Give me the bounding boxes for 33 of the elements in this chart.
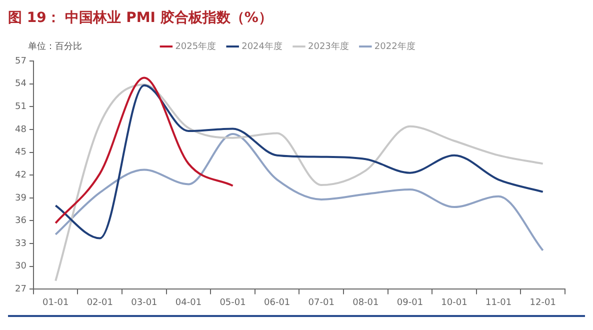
x-tick-label: 06-01 <box>264 298 290 308</box>
y-tick-label: 27 <box>15 284 26 295</box>
chart-title: 图 19： 中国林业 PMI 胶合板指数（%） <box>8 9 274 28</box>
x-tick-label: 03-01 <box>131 298 158 308</box>
x-tick-label: 05-01 <box>220 298 246 308</box>
legend-label: 2023年度 <box>308 40 349 52</box>
line-series <box>54 84 544 282</box>
x-tick-label: 12-01 <box>530 298 556 308</box>
y-tick-label: 45 <box>15 148 26 158</box>
legend-label: 2025年度 <box>175 40 216 52</box>
x-tick-label: 10-01 <box>441 298 468 308</box>
x-tick-label: 11-01 <box>485 298 512 308</box>
y-tick-label: 54 <box>15 79 27 90</box>
y-tick-label: 30 <box>15 262 27 272</box>
line-series <box>54 84 544 240</box>
legend-label: 2024年度 <box>242 40 282 52</box>
y-tick-label: 51 <box>15 102 26 112</box>
y-tick-label: 33 <box>15 238 26 249</box>
y-tick-label: 57 <box>15 56 26 66</box>
text: 单位：百分比 <box>28 40 82 52</box>
y-tick-label: 42 <box>15 170 26 180</box>
x-tick-label: 04-01 <box>175 298 202 308</box>
legend-label: 2022年度 <box>374 40 416 52</box>
y-tick-label: 48 <box>15 124 27 135</box>
x-tick-label: 08-01 <box>352 298 379 308</box>
x-tick-label: 01-01 <box>42 298 69 308</box>
line-series <box>54 133 544 252</box>
x-tick-label: 02-01 <box>86 298 113 308</box>
y-tick-label: 36 <box>15 216 27 226</box>
line-series <box>54 76 234 224</box>
x-tick-label: 07-01 <box>308 298 334 308</box>
y-tick-label: 39 <box>15 193 27 204</box>
x-tick-label: 09-01 <box>396 298 424 308</box>
